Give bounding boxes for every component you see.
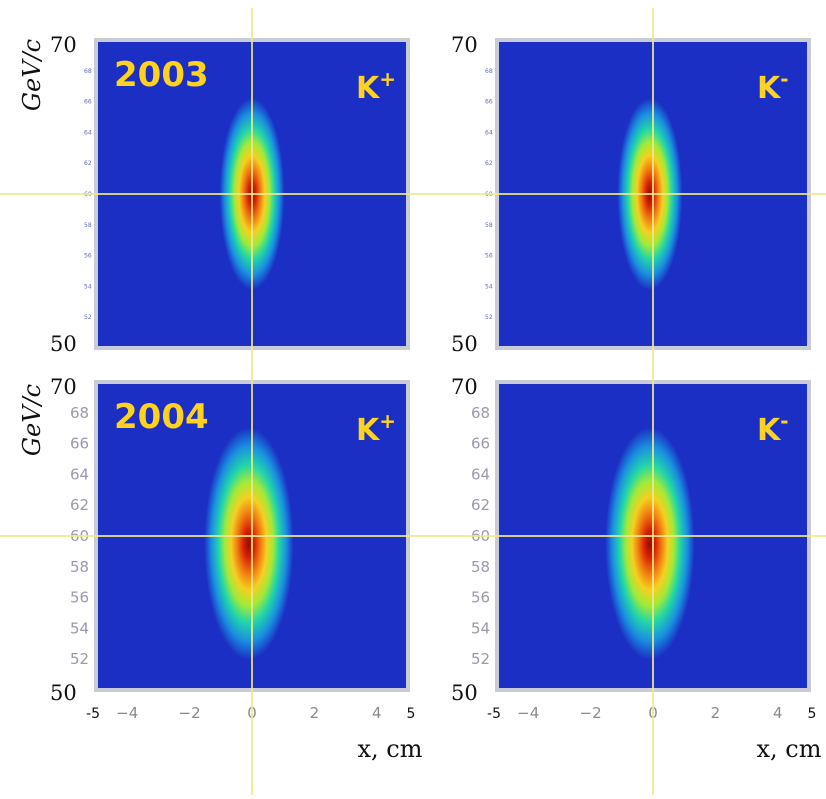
y-tick-label: 62 [471,496,490,514]
minor-y-tick: 64 [485,129,493,136]
panels-group: 70506866646260585654522003K+705068666462… [50,33,816,722]
intensity-peak [605,427,695,660]
x-tick-label: −4 [517,704,539,722]
x-tick-label: 2 [310,704,320,722]
intensity-peak [204,427,294,660]
y-tick-label: 66 [471,435,490,453]
minor-y-tick: 58 [84,222,92,229]
minor-y-tick: 68 [485,68,493,75]
y-tick-label: 70 [50,33,77,57]
y-axis-title-bottom: GeV/c [18,384,46,456]
x-tick-label: −4 [116,704,138,722]
y-tick-label: 56 [70,589,89,607]
minor-y-tick: 56 [84,253,92,260]
minor-y-tick: 58 [485,222,493,229]
minor-y-tick: 62 [84,160,92,167]
x-axis-title-left: x, cm [358,735,423,763]
year-label: 2004 [114,397,209,437]
y-tick-label: 56 [471,589,490,607]
y-tick-label: 68 [471,404,490,422]
y-tick-label: 50 [50,681,77,705]
x-tick-label: -5 [487,706,501,722]
y-tick-label: 70 [50,375,77,399]
minor-y-tick: 56 [485,253,493,260]
minor-y-tick: 54 [485,283,493,290]
minor-y-tick: 52 [84,314,92,321]
y-tick-label: 50 [451,681,478,705]
x-tick-label: 5 [808,706,817,722]
y-tick-label: 66 [70,435,89,453]
crosshair-guides [0,8,826,795]
y-tick-label: 50 [451,332,478,356]
minor-y-tick: 62 [485,160,493,167]
minor-y-tick: 66 [84,99,92,106]
particle-label: K+ [356,409,396,448]
x-axis-title-right: x, cm [757,735,822,763]
x-tick-label: 2 [711,704,721,722]
y-tick-label: 50 [50,332,77,356]
y-tick-label: 54 [471,619,490,637]
y-axis-title-top: GeV/c [18,39,46,111]
y-tick-label: 70 [451,375,478,399]
minor-y-tick: 54 [84,283,92,290]
particle-label: K- [757,409,789,448]
y-tick-label: 68 [70,404,89,422]
y-tick-label: 58 [70,558,89,576]
minor-y-tick: 64 [84,129,92,136]
x-tick-label: 5 [407,706,416,722]
minor-y-tick: 66 [485,99,493,106]
y-tick-label: 64 [70,465,89,483]
x-tick-label: −2 [580,704,602,722]
labels-group: GeV/c GeV/c x, cm x, cm [18,39,822,763]
y-tick-label: 62 [70,496,89,514]
y-tick-label: 58 [471,558,490,576]
x-tick-label: -5 [86,706,100,722]
y-tick-label: 52 [70,650,89,668]
particle-label: K- [757,67,789,106]
y-tick-label: 70 [451,33,478,57]
y-tick-label: 52 [471,650,490,668]
y-tick-label: 54 [70,619,89,637]
year-label: 2003 [114,55,209,95]
x-tick-label: 4 [773,704,783,722]
x-tick-label: −2 [179,704,201,722]
x-tick-label: 4 [372,704,382,722]
y-tick-label: 64 [471,465,490,483]
minor-y-tick: 52 [485,314,493,321]
particle-label: K+ [356,67,396,106]
minor-y-tick: 68 [84,68,92,75]
